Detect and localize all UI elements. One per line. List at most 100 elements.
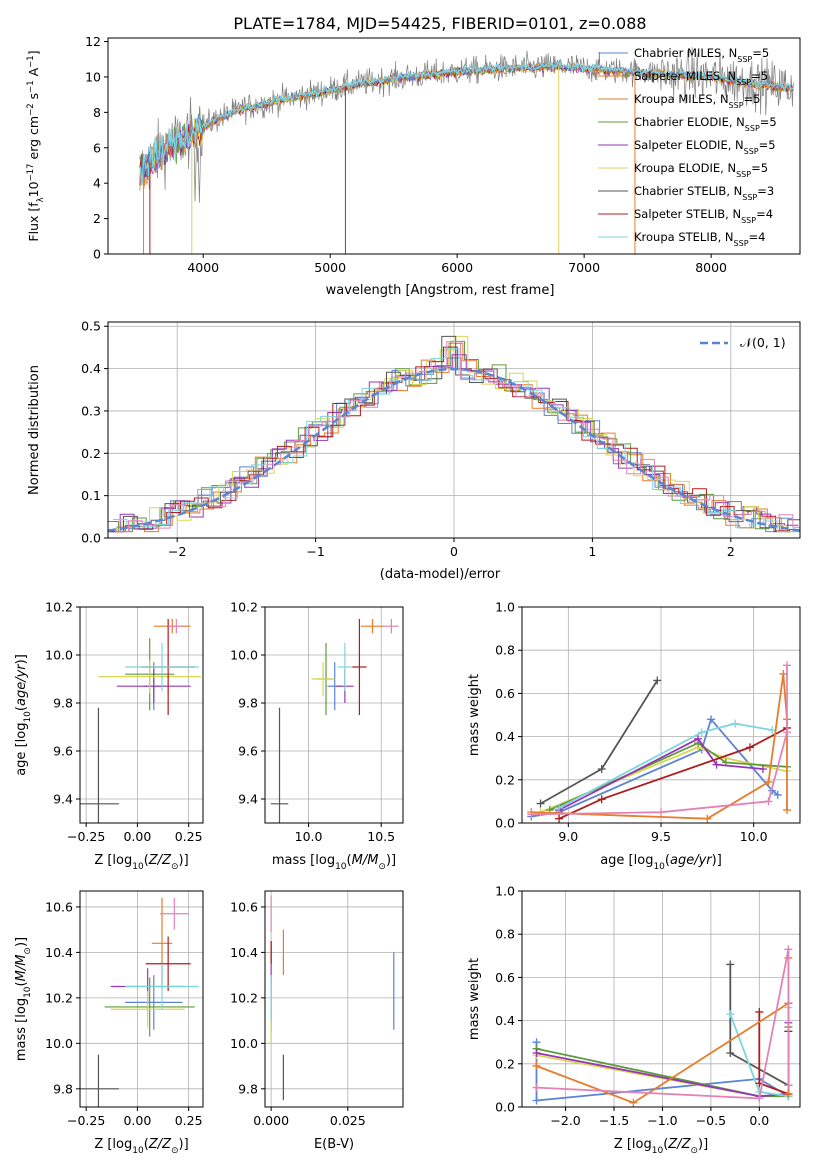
y-tick-label: 0.4 [495,1013,515,1028]
y-tick-label: 0.3 [81,403,101,418]
legend-tail: =5 [759,138,776,152]
y-tick-label: 8 [93,105,101,120]
label-part: E(B-V) [314,1137,354,1152]
legend-entry: Salpeter MILES, NSSP=5 [634,69,768,87]
panel-residuals: −2 −1 0 1 2 0.0 0.1 0.2 0.3 0.4 0.5 𝒩(0, 1) (data-mo… [27,319,801,582]
weight-series-line [558,737,763,811]
y-tick-label: 10 [85,69,101,84]
x-axis-label: Z [log10(Z/Z⊙)] [94,853,188,872]
y-tick-label: 2 [93,211,101,226]
y-tick-label: 10.0 [45,1036,73,1051]
y-axis-label: Normed distribution [27,365,42,495]
x-tick-label: 9.0 [558,829,578,844]
y-axis-label: mass [log10(M/M⊙)] [14,937,33,1061]
y-tick-label: 0.6 [495,970,515,985]
y-axis-label: mass weight [467,958,482,1040]
label-part: A [26,67,41,80]
y-tick-label: 10.4 [230,945,258,960]
weight-series-line [558,722,773,809]
weight-marker [726,1049,735,1057]
plot-area [80,897,199,1107]
legend-sub: SSP [744,147,759,156]
axes-border [107,37,801,255]
legend-tail: =5 [751,161,768,175]
weight-marker [555,814,564,823]
y-tick-label: 4 [93,176,101,191]
legend-tail: =4 [756,207,773,221]
label-part: )] [14,654,29,664]
weight-marker [783,661,792,670]
x-tick-label: 0.000 [253,1113,289,1128]
y-tick-label: 1.0 [495,600,515,615]
label-part: λ [36,197,46,202]
y-tick-label: 0.0 [495,1100,515,1115]
axes-frame: 4000 5000 6000 7000 8000 0 2 4 6 8 10 12 Chabrier MI… [26,34,801,298]
legend-sub: SSP [734,239,749,248]
axes-frame: −2 −1 0 1 2 0.0 0.1 0.2 0.3 0.4 0.5 𝒩(0, 1) (data-mo… [27,319,801,582]
y-tick-label: 9.4 [238,792,258,807]
legend-sub: SSP [737,55,752,64]
panel-mass_vs_EBV: 0.000 0.025 9.8 10.0 10.2 10.4 10.6 E(B-V) [230,890,404,1152]
y-tick-label: 9.4 [53,792,73,807]
weight-marker [555,803,564,812]
x-tick-label: 5000 [314,260,346,275]
x-axis-label: Z [log10(Z/Z⊙)] [94,1137,188,1156]
panel-spectrum: 4000 5000 6000 7000 8000 0 2 4 6 8 10 12 Chabrier MI… [26,34,801,298]
label-part: ⊙ [690,1146,698,1156]
x-tick-label: 10.5 [367,829,395,844]
label-part: )] [698,1137,708,1152]
legend-entry: Salpeter STELIB, NSSP=4 [634,207,773,225]
weight-marker [758,765,767,773]
weight-marker [536,799,545,808]
histogram-series [111,346,800,533]
plot-area [527,661,792,823]
label-part: M/M [352,853,379,868]
weight-marker [653,676,662,685]
label-part: 10 [132,1146,144,1156]
panel-weight_vs_Z: −2.0 −1.5 −1.0 −0.5 0.0 0.0 0.2 0.4 0.6 0.8 1.0 Z [… [467,884,801,1156]
label-part: ( [663,1137,668,1152]
x-tick-label: 0.25 [175,1113,203,1128]
label-part: ] [26,50,41,55]
x-axis-label: mass [log10(M/M⊙)] [272,853,396,872]
weight-series-line [558,727,788,820]
y-tick-label: 9.8 [238,696,258,711]
y-tick-label: 9.6 [238,744,258,759]
weight-marker [694,734,703,743]
x-tick-label: −1 [306,544,324,559]
weight-marker [527,810,536,819]
legend-entry: Chabrier ELODIE, NSSP=5 [634,115,777,133]
normal-reference-curve [108,367,800,532]
y-tick-label: 9.8 [53,1081,73,1096]
y-tick-label: 9.6 [53,744,73,759]
x-tick-label: 0 [450,544,458,559]
label-part: ( [347,853,352,868]
weight-marker [755,1007,764,1016]
x-tick-label: 7000 [568,260,600,275]
y-tick-label: 0.2 [81,446,101,461]
y-tick-label: 10.0 [230,1036,258,1051]
weight-marker [755,1094,764,1103]
axes-frame: 10.0 10.5 9.4 9.6 9.8 10.0 10.2 mass [log10(M/M… [230,600,404,872]
weight-marker [764,797,773,806]
x-tick-label: 9.5 [651,829,671,844]
weight-marker [532,1061,541,1070]
label-part: s [26,93,41,104]
legend-tail: =5 [744,92,761,106]
y-axis-label: Flux [fλ10−17 erg cm−2 s−1 A−1] [26,50,46,241]
panel-age_vs_Z: −0.25 0.00 0.259.49.69.810.010.2Z [log10(Z… [14,600,204,872]
x-tick-label: −0.25 [67,1113,105,1128]
plot-area [532,945,793,1107]
plot-area [270,895,395,1101]
weight-marker [784,1081,793,1090]
label-part: )] [179,1137,189,1152]
label-part: ( [14,706,29,711]
weight-marker [773,790,782,799]
x-tick-label: 2 [727,544,735,559]
label-part: erg cm [26,116,41,164]
label-part: M/M [14,955,29,982]
x-tick-label: 10.0 [740,829,768,844]
y-axis-label: mass weight [467,674,482,756]
y-tick-label: 0.5 [81,319,101,334]
